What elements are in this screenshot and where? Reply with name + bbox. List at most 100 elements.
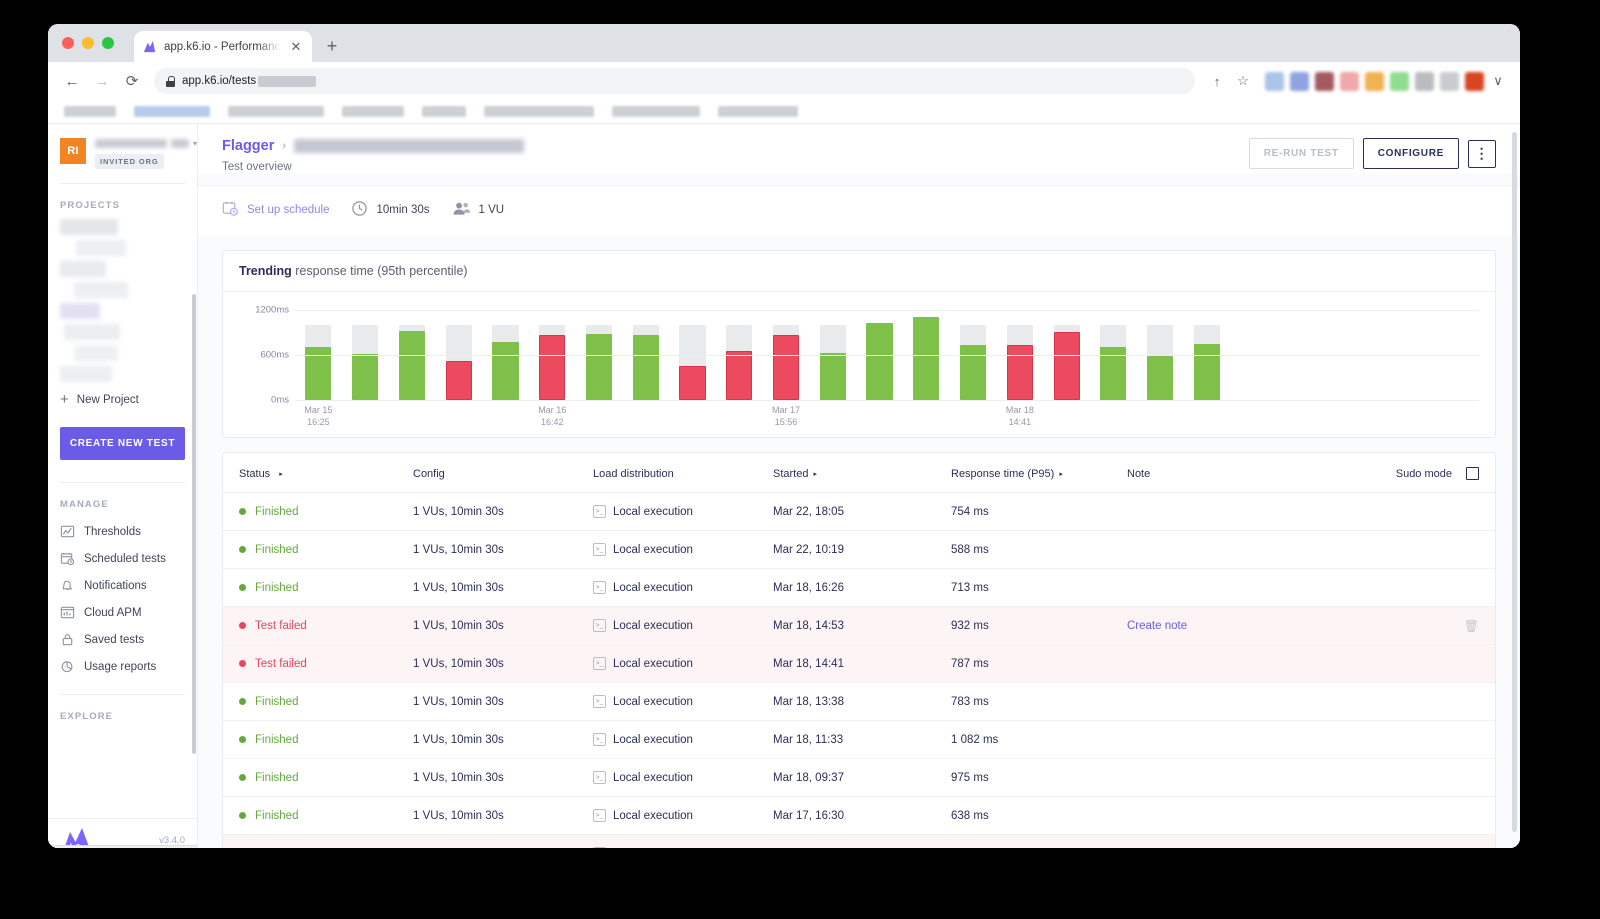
terminal-icon: >_ bbox=[593, 771, 606, 784]
sort-arrow-icon[interactable]: ▸ bbox=[813, 470, 817, 478]
chart-bar[interactable] bbox=[1043, 310, 1090, 400]
sudo-mode-checkbox[interactable] bbox=[1466, 467, 1479, 480]
chart-bar[interactable] bbox=[903, 310, 950, 400]
new-tab-button[interactable]: + bbox=[326, 35, 338, 56]
address-bar[interactable]: app.k6.io/tests bbox=[154, 68, 1195, 94]
browser-menu-icon[interactable]: ∨ bbox=[1493, 73, 1503, 88]
extension-icon[interactable] bbox=[1390, 71, 1409, 91]
column-header-started[interactable]: Started ▸ bbox=[773, 467, 817, 480]
table-row[interactable]: Finished 1 VUs, 10min 30s >_ Local executio… bbox=[223, 721, 1495, 759]
bookmark-star-icon[interactable]: ☆ bbox=[1237, 73, 1249, 88]
minimize-window-button[interactable] bbox=[82, 37, 94, 49]
cell-config: 1 VUs, 10min 30s bbox=[413, 581, 504, 594]
cell-config: 1 VUs, 10min 30s bbox=[413, 695, 504, 708]
table-header-row: Status ▸ Config Load distribution Starte… bbox=[223, 453, 1495, 493]
chart-bar[interactable] bbox=[1137, 310, 1184, 400]
back-icon[interactable]: ← bbox=[64, 72, 80, 90]
chart-bar[interactable] bbox=[482, 310, 529, 400]
maximize-window-button[interactable] bbox=[102, 37, 114, 49]
bookmark-item[interactable] bbox=[422, 106, 466, 117]
sidebar-scrollbar[interactable] bbox=[192, 294, 196, 754]
chart-bar[interactable] bbox=[669, 310, 716, 400]
chart-bar[interactable] bbox=[809, 310, 856, 400]
chart-bar[interactable] bbox=[342, 310, 389, 400]
extension-icon[interactable] bbox=[1340, 71, 1359, 91]
share-icon[interactable]: ↑ bbox=[1213, 73, 1221, 89]
new-project-button[interactable]: + New Project bbox=[48, 384, 197, 407]
chart-bars[interactable] bbox=[295, 310, 1230, 400]
chart-bar[interactable] bbox=[389, 310, 436, 400]
window-traffic-lights[interactable] bbox=[62, 37, 114, 49]
table-row[interactable]: Finished 1 VUs, 10min 30s >_ Local executio… bbox=[223, 683, 1495, 721]
extension-icon[interactable] bbox=[1465, 71, 1484, 91]
column-header-response-time[interactable]: Response time (P95) ▸ bbox=[951, 467, 1063, 480]
delete-icon[interactable]: 🗑 bbox=[1463, 618, 1479, 633]
configure-button[interactable]: CONFIGURE bbox=[1362, 138, 1459, 169]
extension-icon[interactable] bbox=[1290, 71, 1309, 91]
extension-icon[interactable] bbox=[1265, 71, 1284, 91]
chart-bar[interactable] bbox=[435, 310, 482, 400]
chart-bar[interactable] bbox=[996, 310, 1043, 400]
bookmark-item[interactable] bbox=[612, 106, 700, 117]
set-up-schedule-button[interactable]: Set up schedule bbox=[222, 200, 329, 220]
url-redacted bbox=[258, 75, 317, 87]
bookmark-item[interactable] bbox=[228, 106, 324, 117]
sidebar-item-label: Scheduled tests bbox=[84, 552, 166, 565]
reload-icon[interactable]: ⟳ bbox=[125, 73, 139, 90]
more-options-button[interactable]: ⋮ bbox=[1468, 139, 1496, 168]
browser-tab[interactable]: app.k6.io - Performance testing ✕ bbox=[134, 31, 312, 62]
chart-bar[interactable] bbox=[763, 310, 810, 400]
table-row[interactable]: Finished 1 VUs, 10min 30s >_ Local executio… bbox=[223, 797, 1495, 835]
sidebar-item-thresholds[interactable]: Thresholds bbox=[48, 518, 197, 545]
cell-response-time: 975 ms bbox=[951, 771, 989, 784]
table-row[interactable]: Finished 1 VUs, 10min 30s >_ Local executio… bbox=[223, 531, 1495, 569]
breadcrumb-project-link[interactable]: Flagger bbox=[222, 138, 275, 154]
sidebar-item-saved-tests[interactable]: Saved tests bbox=[48, 626, 197, 653]
chart-bar[interactable] bbox=[1184, 310, 1231, 400]
extensions-strip[interactable] bbox=[1265, 71, 1484, 91]
bookmark-item[interactable] bbox=[484, 106, 594, 117]
extension-icon[interactable] bbox=[1440, 71, 1459, 91]
extension-icon[interactable] bbox=[1365, 71, 1384, 91]
sort-arrow-icon[interactable]: ▸ bbox=[279, 470, 283, 478]
forward-icon[interactable]: → bbox=[94, 72, 110, 90]
sort-arrow-icon[interactable]: ▸ bbox=[1059, 470, 1063, 478]
sidebar-item-usage-reports[interactable]: Usage reports bbox=[48, 653, 197, 680]
create-new-test-button[interactable]: CREATE NEW TEST bbox=[60, 427, 185, 460]
chart-bar[interactable] bbox=[529, 310, 576, 400]
bookmark-item[interactable] bbox=[64, 106, 116, 117]
extension-icon[interactable] bbox=[1415, 71, 1434, 91]
re-run-test-button[interactable]: RE-RUN TEST bbox=[1248, 138, 1354, 169]
chevron-down-icon[interactable]: ▾ bbox=[193, 139, 198, 148]
table-row[interactable]: Finished 1 VUs, 10min 30s >_ Local executio… bbox=[223, 759, 1495, 797]
table-row[interactable]: Finished 1 VUs, 10min 30s >_ Local executio… bbox=[223, 569, 1495, 607]
sudo-mode-control[interactable]: Sudo mode bbox=[1396, 467, 1479, 480]
bookmark-item[interactable] bbox=[718, 106, 798, 117]
chart-bar[interactable] bbox=[950, 310, 997, 400]
extension-icon[interactable] bbox=[1315, 71, 1334, 91]
create-note-link[interactable]: Create note bbox=[1127, 619, 1188, 632]
chart-bar[interactable] bbox=[716, 310, 763, 400]
table-row[interactable]: Finished 1 VUs, 10min 30s >_ Local executio… bbox=[223, 493, 1495, 531]
sidebar-item-notifications[interactable]: Notifications bbox=[48, 572, 197, 599]
status-dot-icon bbox=[239, 736, 246, 743]
bookmark-item[interactable] bbox=[134, 106, 210, 117]
main-scrollbar[interactable] bbox=[1512, 132, 1517, 832]
column-header-status[interactable]: Status ▸ bbox=[239, 467, 283, 480]
chart-bar[interactable] bbox=[576, 310, 623, 400]
chart-bar[interactable] bbox=[856, 310, 903, 400]
bookmark-item[interactable] bbox=[342, 106, 404, 117]
cell-load-distribution: >_ Local execution bbox=[593, 657, 773, 670]
cell-status: Finished bbox=[239, 734, 413, 746]
close-window-button[interactable] bbox=[62, 37, 74, 49]
tab-close-icon[interactable]: ✕ bbox=[290, 39, 302, 54]
org-switcher[interactable]: RI ▾ INVITED ORG bbox=[48, 124, 197, 179]
projects-list-redacted[interactable] bbox=[60, 219, 185, 382]
chart-bar[interactable] bbox=[622, 310, 669, 400]
page-header: Flagger › Test overview RE-RUN TEST CONF… bbox=[198, 124, 1520, 173]
sidebar-item-scheduled-tests[interactable]: Scheduled tests bbox=[48, 545, 197, 572]
sidebar-item-cloud-apm[interactable]: Cloud APM bbox=[48, 599, 197, 626]
